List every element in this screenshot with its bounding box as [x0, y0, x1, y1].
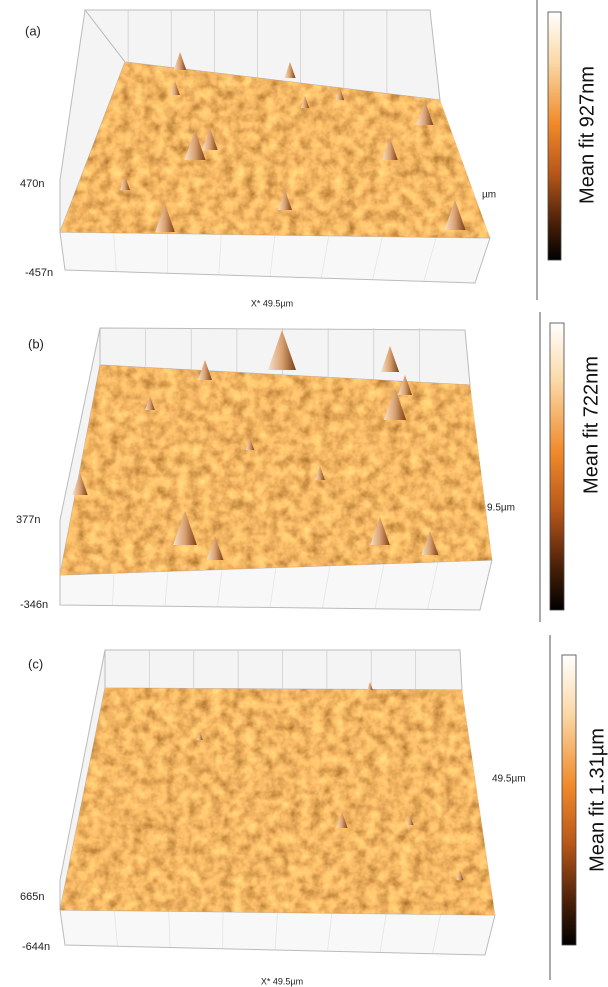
panel-label: (c): [28, 656, 43, 671]
afm-panel: (c) 665n -644n X* 49.5µm 49.5µm Mean fit 1.31…: [20, 635, 608, 986]
floor: [60, 232, 490, 283]
z-min-label: -644n: [22, 941, 50, 953]
z-min-label: -457n: [25, 267, 53, 279]
colorbar-label: Mean fit 722nm: [580, 356, 602, 494]
afm-panel: (a) 470n -457n X* 49.5µm µm Mean fit 927nm: [20, 0, 598, 308]
panel-label: (b): [28, 336, 44, 351]
z-max-label: 665n: [20, 891, 44, 903]
figure: (a) 470n -457n X* 49.5µm µm Mean fit 927nm (b)…: [0, 0, 608, 987]
y-axis-label: µm: [482, 190, 496, 201]
z-min-label: -346n: [20, 599, 48, 611]
back-wall: [105, 650, 462, 690]
y-axis-label: 9.5µm: [487, 503, 515, 514]
panel-label: (a): [25, 23, 41, 38]
x-axis-label: X* 49.5µm: [261, 976, 303, 986]
colorbar: [562, 655, 576, 945]
colorbar-label: Mean fit 927nm: [576, 66, 598, 204]
colorbar-label: Mean fit 1.31µm: [586, 728, 608, 872]
floor: [60, 910, 495, 955]
z-max-label: 377n: [16, 514, 40, 526]
z-max-label: 470n: [20, 178, 44, 190]
colorbar: [548, 12, 561, 260]
surface-texture: [60, 688, 495, 915]
colorbar: [550, 323, 564, 610]
x-axis-label: X* 49.5µm: [251, 298, 293, 308]
y-axis-label: 49.5µm: [492, 774, 526, 785]
afm-panel: (b) 377n -346n 9.5µm Mean fit 722nm: [16, 312, 602, 622]
